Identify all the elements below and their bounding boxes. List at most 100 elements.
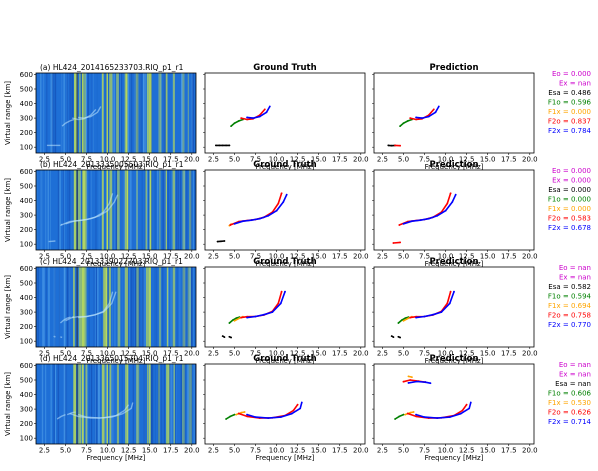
trace-point-F2o (446, 302, 449, 305)
spectrogram-streak (191, 73, 193, 153)
trace-F2x (407, 380, 432, 385)
x-tick-label: 2.5 (39, 447, 50, 455)
spectrogram-streak (63, 364, 65, 444)
trace-point-Esa (223, 336, 226, 338)
spectrogram-streak (128, 73, 130, 153)
trace-point-F1o (394, 418, 396, 420)
x-tick-label: 20.0 (353, 350, 369, 358)
x-axis-label: Frequency [MHz] (425, 357, 484, 365)
spectrogram-streak (143, 267, 145, 347)
x-tick-label: 17.5 (501, 447, 517, 455)
score-F2x: F2x = 0.770 (548, 321, 591, 329)
spectrogram-streak (162, 170, 164, 250)
spectrogram-band (85, 170, 87, 250)
spectrogram-streak (193, 73, 194, 153)
trace-point-F2o (246, 415, 249, 418)
spectrogram-streak (90, 364, 93, 444)
trace-point-Esa (390, 335, 393, 337)
spectrogram-band (106, 364, 108, 444)
trace-point-F1x (243, 411, 246, 413)
spectrogram-streak (132, 364, 134, 444)
trace-point-F1x (402, 319, 405, 322)
spectrogram-streak (113, 364, 115, 444)
trace-point-F2x (415, 316, 417, 319)
y-tick-label: 600 (20, 265, 33, 273)
spectrogram-streak (112, 267, 113, 347)
truth-panel-b (204, 169, 366, 251)
x-tick-label: 20.0 (184, 156, 200, 164)
spectrogram-streak (127, 73, 130, 153)
spectrogram-streak (168, 364, 171, 444)
x-tick-label: 7.5 (419, 156, 430, 164)
x-tick-label: 2.5 (377, 447, 388, 455)
spectrogram-band (149, 170, 152, 250)
y-tick-label: 200 (20, 226, 33, 234)
spectrogram-streak (136, 364, 138, 444)
trace-point-F2x (246, 413, 249, 416)
spectrogram-band (82, 364, 84, 444)
trace-point-Esa (221, 335, 224, 337)
trace-point-F2x (415, 116, 417, 119)
spectrogram-band (81, 73, 84, 153)
trace-point-F2x (282, 201, 285, 203)
y-axis-label: Virtual range [km] (4, 81, 12, 145)
y-tick-label: 100 (20, 435, 33, 443)
spectrogram-streak (143, 73, 145, 153)
spectrogram-streak (163, 73, 164, 153)
spectrogram-band (172, 73, 175, 153)
spectrogram-background (36, 73, 196, 153)
spectrogram-streak (49, 267, 50, 347)
spectrogram-streak (162, 170, 164, 250)
spectrogram-streak (120, 73, 121, 153)
spectrogram-streak (114, 170, 116, 250)
trace-point-F1o (398, 415, 401, 418)
spectrogram-band (84, 267, 87, 347)
trace-point-F2o (449, 192, 452, 195)
spectrogram-band (84, 73, 86, 153)
spectrogram-band (158, 364, 160, 444)
y-tick-label: 400 (20, 294, 33, 302)
trace-point-F2o (409, 379, 412, 381)
spectrogram-streak (189, 170, 192, 250)
spectrogram-band (149, 267, 151, 347)
trace-point-F2o (240, 316, 243, 319)
y-tick-label: 600 (20, 71, 33, 79)
x-tick-label: 7.5 (250, 253, 261, 261)
spectrogram-streak (40, 73, 42, 153)
spectrogram-streak (154, 267, 156, 347)
prediction-frame (373, 72, 535, 154)
spectrogram-streak (115, 170, 117, 250)
spectrogram-streak (130, 267, 132, 347)
y-tick-label: 400 (20, 100, 33, 108)
spectrogram-streak (140, 73, 141, 153)
y-tick-label: 500 (20, 182, 33, 190)
x-tick-label: 17.5 (332, 253, 348, 261)
spectrogram-streak (64, 364, 66, 444)
score-Eo: Eo = 0.000 (552, 70, 591, 78)
spectrogram-background (36, 267, 196, 347)
trace-point-F1x (409, 411, 412, 414)
x-tick-label: 15.0 (311, 447, 327, 455)
spectrogram-streak (135, 267, 137, 347)
spectrogram-streak (143, 267, 145, 347)
spectrogram-streak (88, 364, 90, 444)
spectrogram-streak (111, 364, 113, 444)
trace-point-F2o (465, 403, 468, 406)
spectrogram-streak (136, 73, 139, 153)
x-tick-label: 5.0 (398, 156, 409, 164)
x-axis-label: Frequency [MHz] (256, 260, 315, 268)
spectrogram-panel-b (35, 169, 197, 251)
spectrogram-streak (66, 267, 68, 347)
score-F1o: F1o = 0.000 (548, 196, 591, 204)
spectrogram-band (116, 364, 119, 444)
spectrogram-streak (136, 364, 138, 444)
x-tick-label: 15.0 (142, 350, 158, 358)
spectrogram-band (182, 170, 186, 250)
x-axis-label: Frequency [MHz] (87, 163, 146, 171)
spectrogram-band (149, 73, 152, 153)
spectrogram-streak (55, 73, 57, 153)
spectrogram-streak (67, 267, 69, 347)
spectrogram-streak (161, 364, 163, 444)
trace-point-F2x (279, 416, 282, 418)
spectrogram-streak (172, 364, 174, 444)
